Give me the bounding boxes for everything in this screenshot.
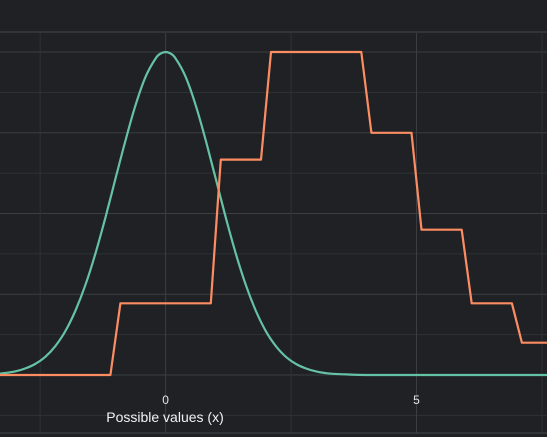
x-tick-label: 0	[162, 393, 169, 407]
x-tick-label: 5	[413, 393, 420, 407]
series-line-1	[0, 50, 547, 377]
series-group	[0, 50, 547, 377]
series-line-2	[0, 50, 547, 377]
x-axis-title: Possible values (x)	[106, 409, 224, 425]
grid	[0, 33, 547, 433]
